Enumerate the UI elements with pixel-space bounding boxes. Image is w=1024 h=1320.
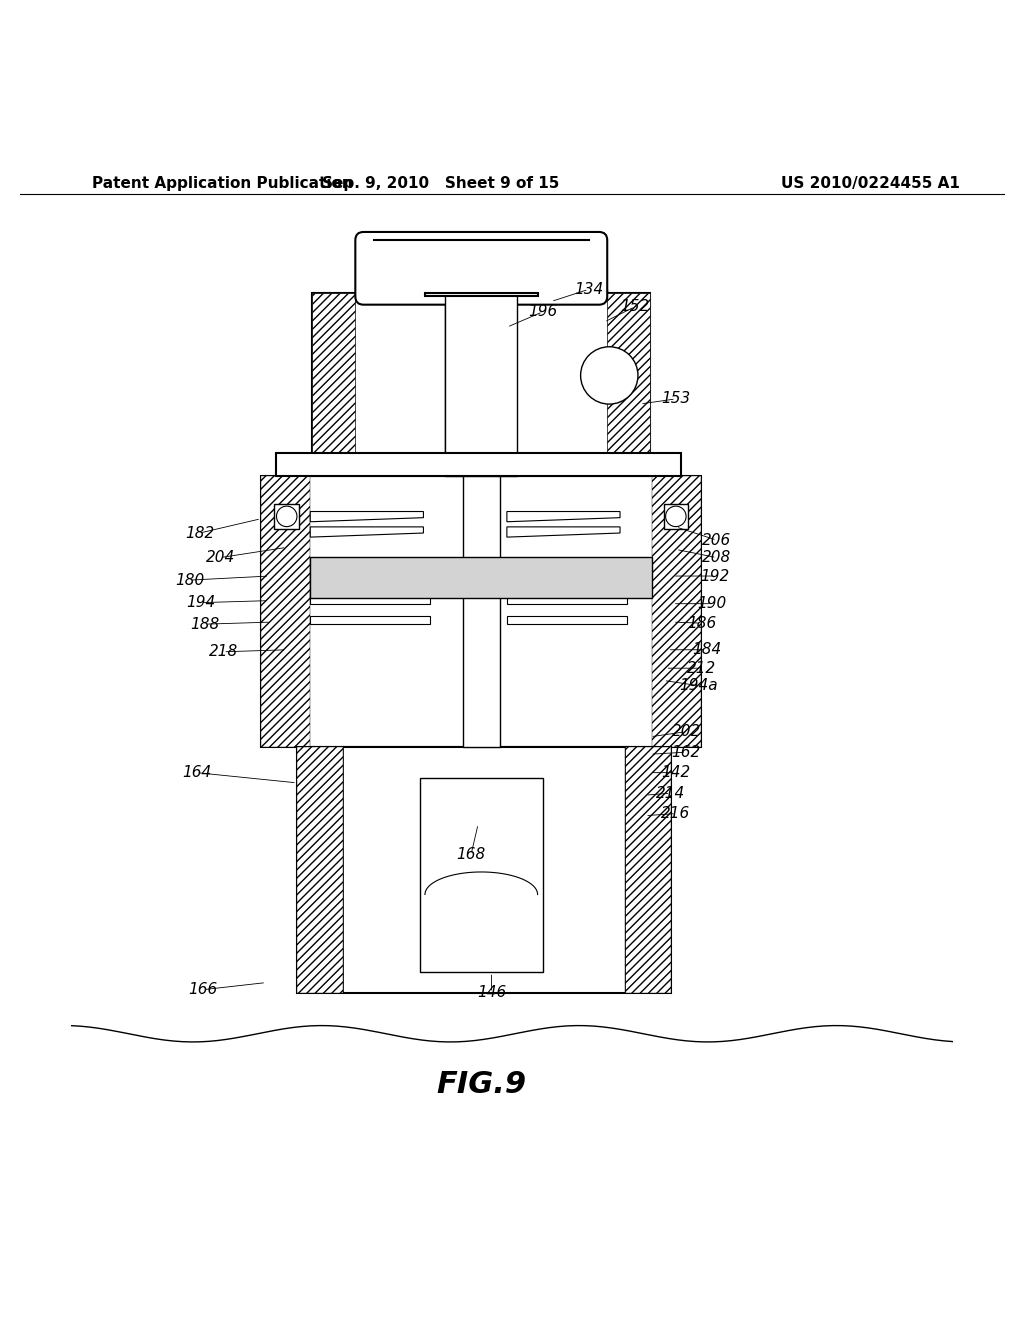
Text: 190: 190 [697, 597, 726, 611]
Text: 164: 164 [182, 766, 211, 780]
Bar [310, 591, 430, 603]
Text: 218: 218 [209, 644, 238, 659]
Bar [312, 293, 650, 475]
Bar [310, 624, 652, 747]
Text: 182: 182 [185, 525, 214, 540]
Bar [297, 747, 671, 993]
Text: 184: 184 [692, 643, 721, 657]
Bar [607, 293, 650, 475]
Bar [420, 777, 543, 973]
Bar [310, 557, 652, 598]
Text: 146: 146 [477, 985, 506, 1001]
Text: 168: 168 [457, 847, 485, 862]
Text: 186: 186 [687, 615, 716, 631]
FancyBboxPatch shape [355, 232, 607, 305]
Text: FIG.9: FIG.9 [436, 1071, 526, 1100]
Text: 162: 162 [672, 744, 700, 760]
Text: 194a: 194a [679, 678, 718, 693]
Text: 180: 180 [175, 573, 204, 587]
Bar [458, 244, 504, 293]
Polygon shape [310, 512, 424, 521]
Bar [261, 475, 310, 747]
Polygon shape [507, 527, 621, 537]
Text: 204: 204 [206, 550, 234, 565]
Text: 202: 202 [672, 725, 700, 739]
Bar [297, 747, 343, 993]
Text: 208: 208 [702, 550, 731, 565]
Bar [425, 293, 538, 297]
Circle shape [581, 347, 638, 404]
Text: 216: 216 [662, 807, 690, 821]
Text: 214: 214 [656, 785, 685, 801]
Text: US 2010/0224455 A1: US 2010/0224455 A1 [781, 177, 959, 191]
Bar [425, 293, 538, 297]
Bar [625, 747, 671, 993]
Bar [652, 475, 701, 747]
Polygon shape [507, 512, 621, 521]
Bar [310, 572, 430, 583]
Bar [507, 616, 627, 624]
Text: 206: 206 [702, 533, 731, 548]
Circle shape [276, 506, 297, 527]
Text: 196: 196 [528, 305, 557, 319]
Circle shape [666, 506, 686, 527]
Text: 212: 212 [687, 661, 716, 676]
Bar [261, 475, 701, 747]
Text: 152: 152 [621, 300, 649, 314]
Bar [310, 616, 430, 624]
Text: 188: 188 [190, 616, 219, 632]
Text: 142: 142 [662, 766, 690, 780]
Bar [312, 293, 355, 475]
Bar [274, 504, 299, 529]
Bar [560, 747, 652, 772]
Text: 194: 194 [186, 595, 215, 610]
Polygon shape [310, 527, 424, 537]
Bar [276, 453, 681, 475]
Text: 153: 153 [662, 391, 690, 407]
Bar [445, 293, 517, 475]
Bar [507, 591, 627, 603]
Text: 166: 166 [188, 982, 217, 997]
Bar [445, 293, 517, 475]
Bar [276, 453, 681, 475]
Text: Sep. 9, 2010   Sheet 9 of 15: Sep. 9, 2010 Sheet 9 of 15 [322, 177, 559, 191]
Text: Patent Application Publication: Patent Application Publication [92, 177, 353, 191]
Bar [664, 504, 688, 529]
Text: 134: 134 [574, 281, 603, 297]
Bar [310, 747, 402, 772]
Bar [463, 475, 500, 747]
Bar [507, 572, 627, 583]
Text: 192: 192 [700, 569, 729, 583]
